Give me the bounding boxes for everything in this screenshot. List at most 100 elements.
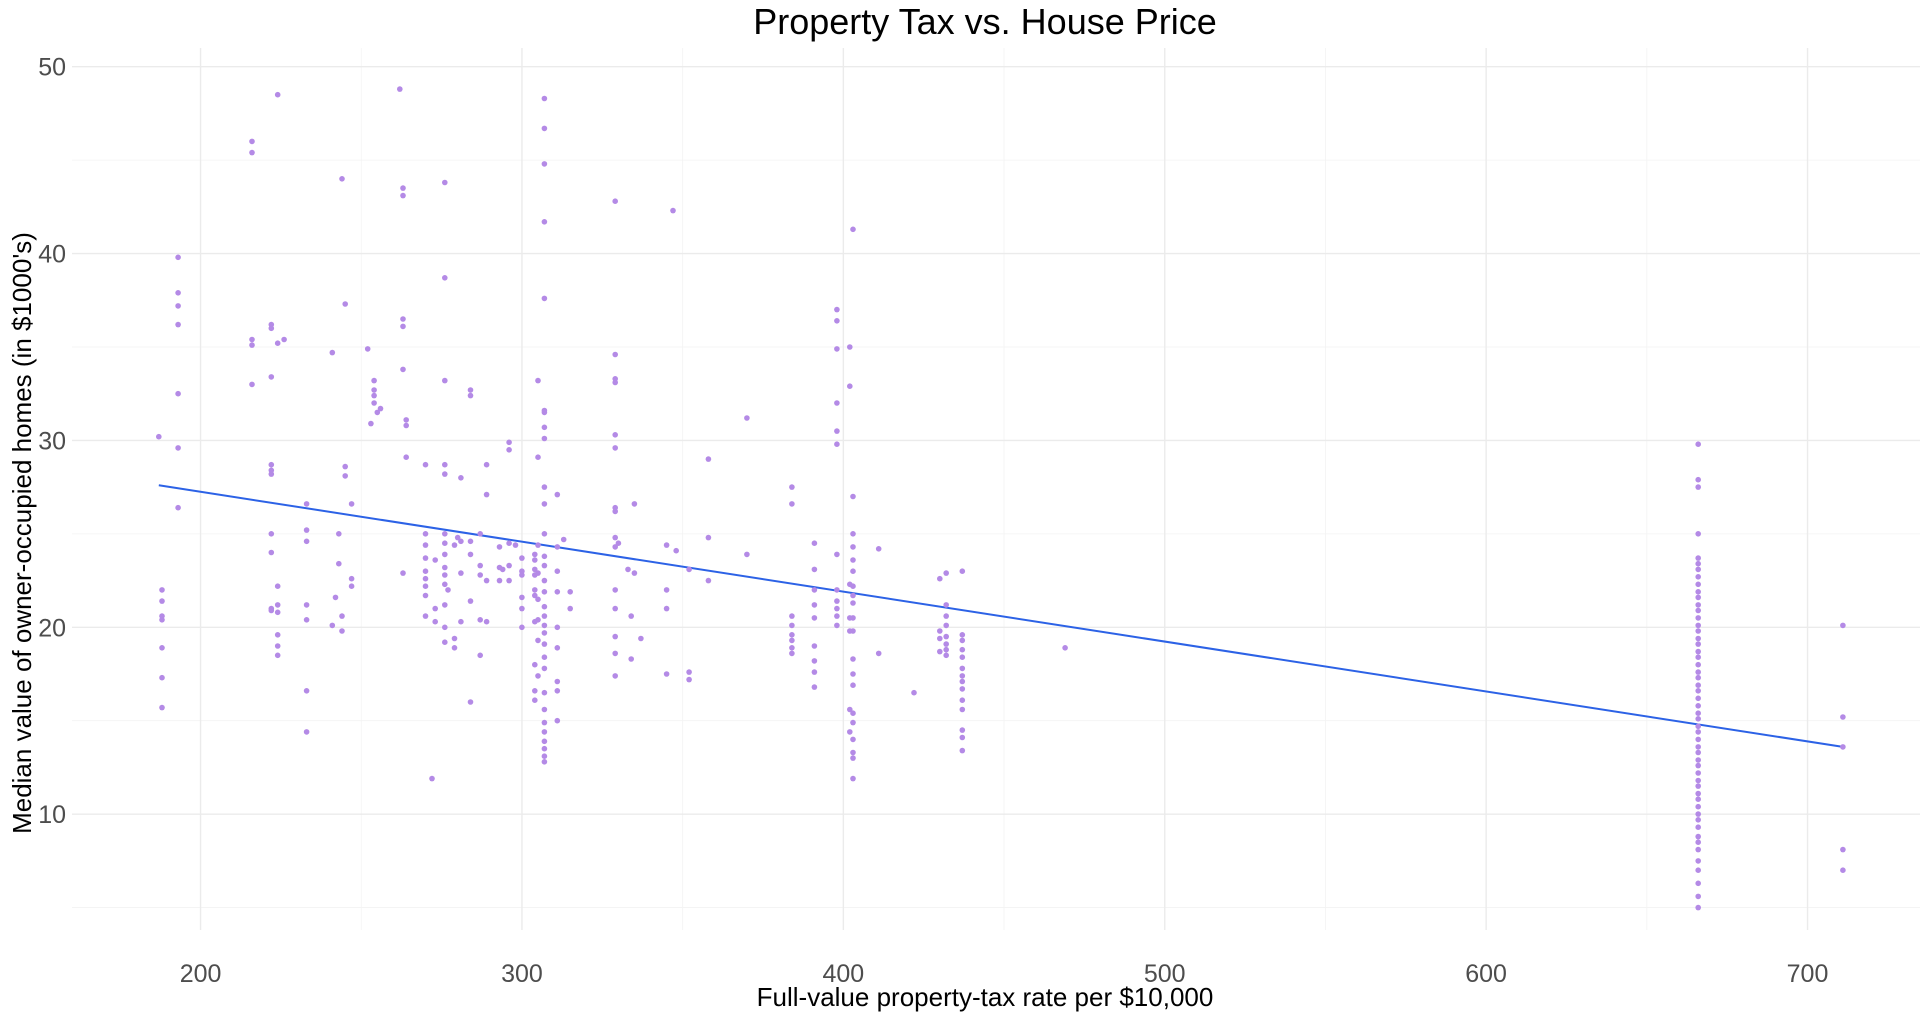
data-point [612, 198, 618, 204]
data-point [303, 617, 310, 623]
data-point [268, 325, 275, 332]
data-point [850, 531, 856, 537]
data-point [532, 557, 538, 563]
data-point [442, 581, 448, 588]
data-point [705, 534, 712, 541]
data-point [554, 568, 561, 574]
data-point [567, 589, 573, 595]
data-point [400, 366, 406, 373]
data-point [541, 689, 548, 696]
data-point [496, 544, 503, 550]
data-point [1695, 893, 1701, 900]
data-point [943, 613, 949, 619]
data-point [348, 583, 355, 589]
data-point [811, 566, 818, 573]
data-point [631, 501, 638, 507]
x-tick-label: 600 [1465, 960, 1507, 988]
data-point [422, 592, 429, 599]
data-point [1840, 714, 1846, 720]
data-point [1695, 669, 1701, 675]
data-point [1695, 858, 1701, 864]
data-point [467, 551, 474, 558]
data-point [303, 602, 310, 608]
data-point [442, 540, 448, 546]
data-point [850, 682, 856, 688]
data-point [458, 618, 464, 625]
data-point [506, 540, 512, 546]
data-point [850, 592, 856, 599]
data-point [850, 628, 856, 634]
data-point [442, 572, 448, 578]
data-point [1695, 710, 1701, 716]
data-point [1695, 628, 1701, 634]
data-point [554, 544, 561, 550]
data-point [850, 615, 856, 621]
data-point [541, 409, 548, 416]
data-point [348, 501, 355, 507]
data-point [159, 598, 165, 604]
data-point [834, 346, 840, 352]
data-point [811, 684, 818, 690]
data-point [175, 390, 181, 397]
data-point [811, 602, 818, 608]
data-point [156, 433, 162, 440]
y-tick-label: 30 [38, 427, 66, 455]
data-point [342, 463, 349, 470]
data-point [1695, 607, 1701, 614]
trend-line-layer [158, 484, 1844, 748]
data-point [499, 566, 506, 573]
data-point [670, 207, 676, 214]
data-point [535, 454, 541, 461]
data-point [532, 688, 538, 694]
x-tick-label: 300 [501, 960, 543, 988]
data-point [811, 669, 818, 675]
data-point [532, 697, 538, 703]
data-point [1695, 641, 1701, 647]
data-point [422, 461, 429, 468]
data-point [467, 538, 474, 545]
data-point [541, 424, 548, 431]
data-point [451, 542, 458, 548]
data-point [371, 392, 377, 399]
data-point [451, 645, 458, 651]
data-point [159, 617, 165, 623]
data-point [959, 686, 966, 692]
data-point [834, 306, 840, 313]
data-point [432, 557, 439, 563]
data-point [249, 138, 255, 145]
data-point [541, 531, 548, 537]
data-points [156, 86, 1846, 911]
data-point [458, 475, 464, 481]
data-point [274, 583, 281, 589]
data-point [519, 572, 525, 578]
data-point [274, 91, 281, 98]
data-point [339, 613, 345, 619]
data-point [1695, 648, 1701, 655]
data-point [454, 534, 461, 541]
y-axis-ticks: 10 20 30 40 50 [38, 54, 66, 829]
data-point [943, 641, 949, 647]
data-point [336, 531, 342, 537]
data-point [834, 605, 840, 612]
data-point [400, 185, 406, 191]
data-point [959, 646, 966, 653]
data-point [1695, 770, 1701, 776]
data-point [789, 484, 795, 490]
data-point [1695, 744, 1701, 750]
data-point [686, 669, 692, 675]
data-point [943, 602, 949, 608]
data-point [1695, 777, 1701, 784]
x-axis-title: Full-value property-tax rate per $10,000 [757, 982, 1214, 1012]
data-point [541, 745, 548, 752]
data-point [875, 650, 882, 657]
data-point [541, 719, 548, 726]
data-point [1695, 635, 1701, 642]
data-point [834, 613, 840, 619]
data-point [268, 461, 275, 468]
data-point [371, 377, 377, 384]
data-point [554, 688, 561, 694]
data-point [705, 456, 712, 462]
data-point [937, 575, 943, 582]
data-point [368, 420, 374, 427]
data-point [1695, 796, 1701, 802]
